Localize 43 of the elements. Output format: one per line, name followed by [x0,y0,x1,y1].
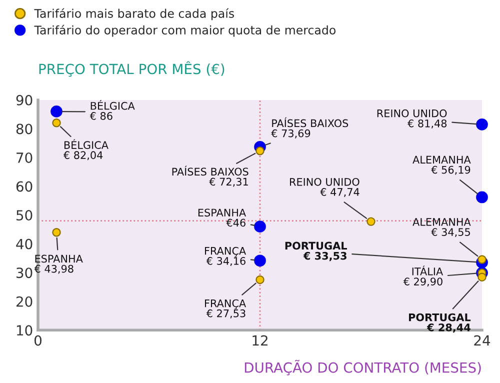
point [52,228,61,237]
x-tick-label: 12 [252,335,268,346]
annotation: ESPANHA € 43,98 [34,254,83,274]
point [478,255,486,264]
y-tick-label: 80 [16,124,32,134]
annotation: PORTUGAL € 28,44 [408,313,471,333]
point [256,146,264,156]
point [254,254,266,267]
legend-label: Tarifário do operador com maior quota de mercado [34,24,336,37]
y-tick-label: 70 [16,152,32,163]
y-axis-title: PREÇO TOTAL POR MÊS (€) [39,61,224,77]
y-tick-label: 10 [16,325,32,336]
point [254,220,266,232]
x-axis-title: DURAÇÃO DO CONTRATO (MESES) [244,360,481,376]
annotation: ALEMANHA € 56,19 [412,156,471,175]
x-tick-label: 24 [474,335,490,346]
y-tick-label: 50 [16,210,32,221]
y-tick-label: 30 [16,268,32,278]
annotation: REINO UNIDO € 81,48 [377,109,447,128]
point [256,275,264,284]
annotation: BÉLGICA € 86 [90,100,135,120]
annotation: PORTUGAL € 33,53 [285,242,347,262]
point [478,272,486,282]
point [50,106,62,118]
annotation: PAÍSES BAIXOS € 72,31 [172,166,248,187]
point [366,217,376,226]
annotation: PAÍSES BAIXOS € 73,69 [271,117,348,138]
annotation: ESPANHA €46 [198,208,246,227]
y-tick-label: 90 [16,94,32,106]
x-tick-label: 0 [34,335,42,346]
annotation: FRANÇA € 27,53 [205,299,246,318]
annotation: ALEMANHA € 34,55 [412,218,471,238]
annotation: ITÁLIA € 29,90 [403,266,444,287]
annotation: FRANÇA € 34,16 [205,246,246,266]
annotation: BÉLGICA € 82,04 [63,139,108,160]
point [52,118,61,128]
annotation: REINO UNIDO € 47,74 [290,178,360,197]
point [476,118,488,130]
y-tick-label: 40 [16,238,32,250]
y-tick-label: 20 [16,296,32,307]
point [476,191,488,204]
y-tick-label: 60 [16,181,32,192]
legend-label: Tarifário mais barato de cada país [34,8,234,20]
